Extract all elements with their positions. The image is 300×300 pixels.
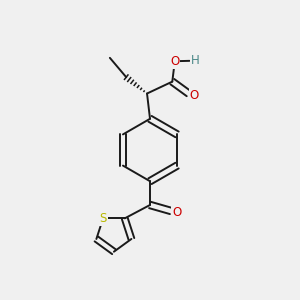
Text: H: H [190,54,199,67]
Text: O: O [189,88,199,101]
Text: O: O [170,55,179,68]
Text: O: O [172,206,182,219]
Text: S: S [99,212,107,225]
